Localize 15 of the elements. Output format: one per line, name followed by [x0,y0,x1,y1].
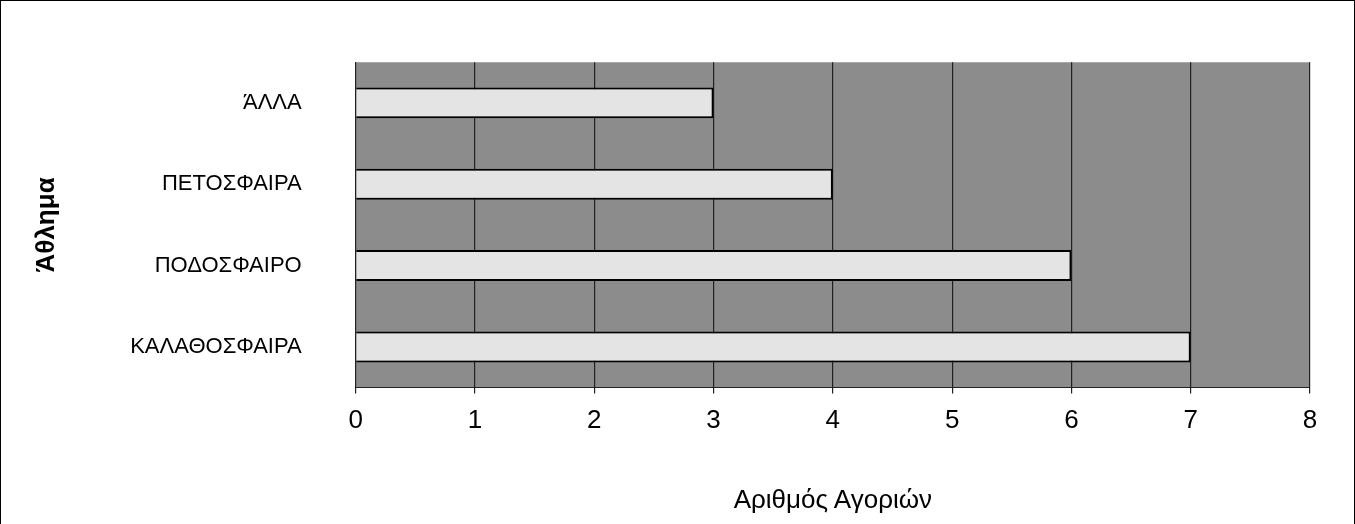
x-tick-label: 1 [467,404,483,435]
x-tick-label: 7 [1183,404,1198,435]
y-tick-label: ΚΑΛΑΘΟΣΦΑΙΡΑ [130,332,303,358]
x-tick-label: 6 [1064,404,1079,435]
x-tick-label: 2 [587,404,602,435]
x-tick-label: 4 [825,404,841,435]
x-tick-label: 8 [1302,404,1318,435]
x-tick-label: 0 [348,404,363,435]
x-tick-label: 5 [944,404,960,435]
x-tick-label: 3 [706,404,721,435]
y-tick-label: ΠΕΤΟΣΦΑΙΡΑ [161,170,303,196]
y-tick-label: ΠΟΔΟΣΦΑΙΡΟ [154,251,302,277]
y-tick-label: ΆΛΛΑ [242,88,303,114]
x-axis-title: Αριθμός Αγοριών [733,483,933,514]
y-axis-title: Άθλημα [29,177,60,273]
